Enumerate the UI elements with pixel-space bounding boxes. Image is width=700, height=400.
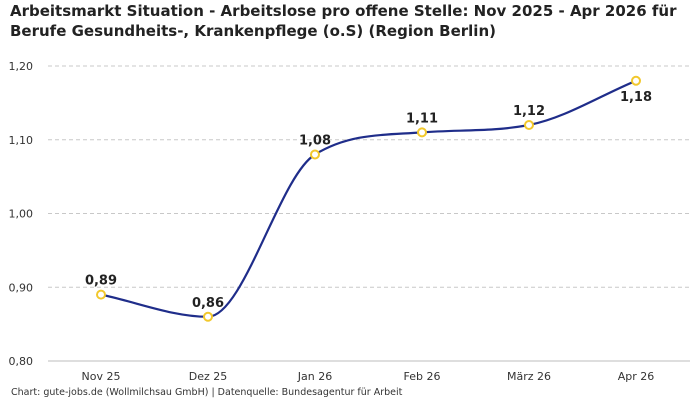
data-label: 0,89 [85, 274, 117, 289]
chart-footer: Chart: gute-jobs.de (Wollmilchsau GmbH) … [11, 387, 403, 398]
x-tick-label: Dez 25 [189, 370, 228, 383]
x-tick-label: Feb 26 [404, 370, 441, 383]
chart-title-line-1: Arbeitsmarkt Situation - Arbeitslose pro… [10, 2, 677, 20]
data-point [203, 311, 213, 322]
data-label: 1,11 [406, 111, 438, 126]
x-tick-label: März 26 [507, 370, 551, 383]
x-tick-label: Apr 26 [618, 370, 655, 383]
data-point [96, 289, 106, 300]
chart-title: Arbeitsmarkt Situation - Arbeitslose pro… [10, 1, 690, 41]
data-point [631, 75, 641, 86]
data-point [524, 120, 534, 130]
y-tick-label: 1,20 [9, 60, 34, 73]
data-label: 1,18 [620, 90, 652, 105]
data-point [417, 127, 427, 138]
x-tick-label: Nov 25 [82, 370, 121, 383]
y-tick-label: 1,00 [9, 208, 34, 221]
data-label: 1,12 [513, 104, 545, 119]
data-label: 0,86 [192, 296, 224, 311]
series-line [100, 79, 637, 318]
y-tick-label: 0,80 [9, 355, 34, 368]
data-label: 1,08 [299, 134, 331, 149]
data-point [310, 149, 320, 160]
y-tick-label: 0,90 [9, 281, 34, 294]
chart-title-line-2: Berufe Gesundheits-, Krankenpflege (o.S)… [10, 22, 496, 40]
x-tick-label: Jan 26 [297, 370, 332, 383]
y-tick-label: 1,10 [9, 134, 34, 147]
